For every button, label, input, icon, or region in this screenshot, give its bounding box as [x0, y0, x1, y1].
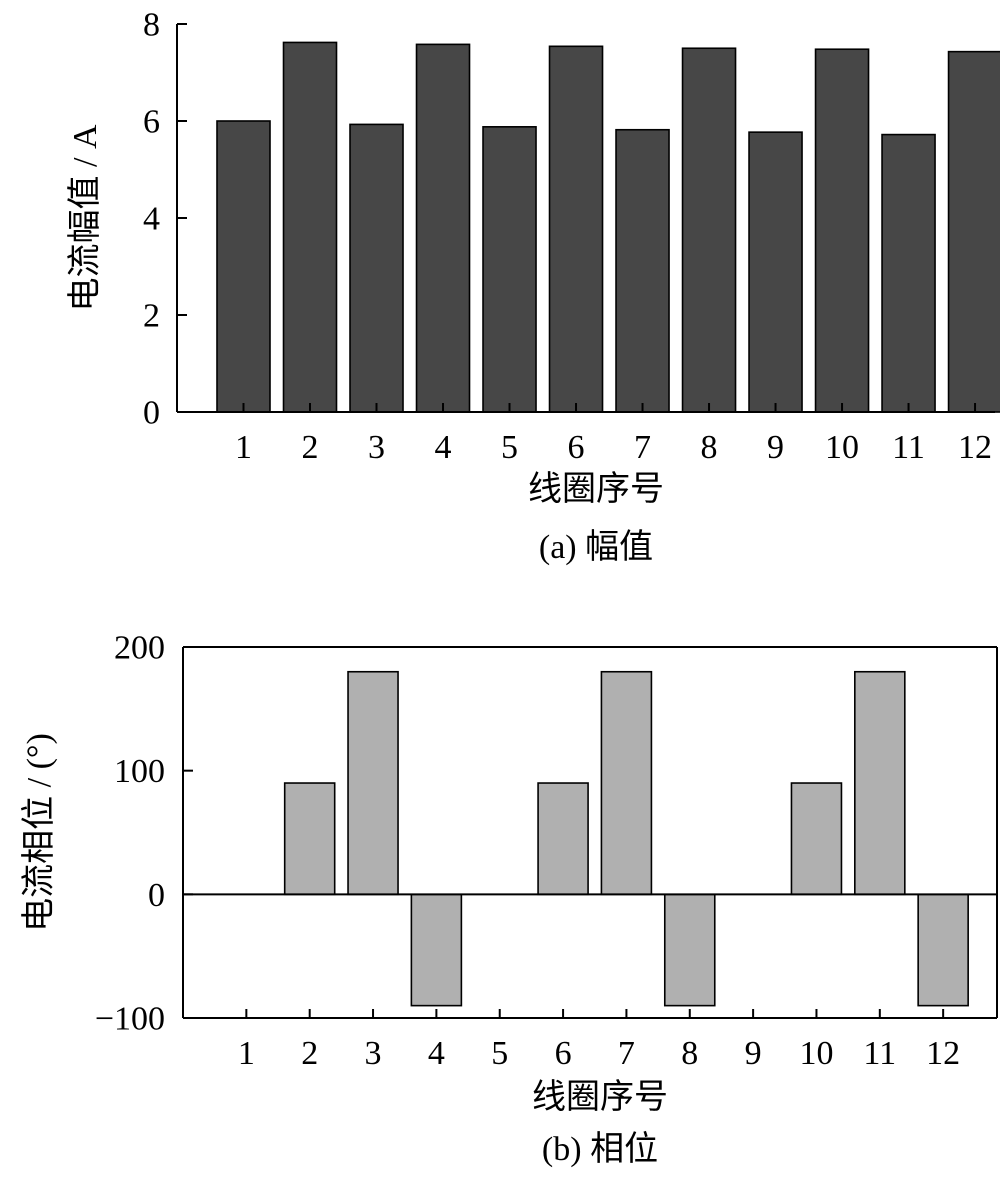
- amp-x-tick-label: 3: [368, 429, 385, 466]
- amp-bar-8: [681, 47, 737, 413]
- phase-bar-6: [537, 782, 589, 896]
- amp-x-tick-label: 2: [302, 429, 319, 466]
- phase-x-tick-label: 9: [745, 1035, 762, 1072]
- amp-bar-4: [415, 43, 471, 413]
- phase-x-tick-label: 3: [365, 1035, 382, 1072]
- amp-x-tick-label: 4: [435, 429, 452, 466]
- phase-y-tick-label: 100: [114, 753, 165, 790]
- phase-x-tick-label: 2: [301, 1035, 318, 1072]
- phase-x-tick-label: 12: [926, 1035, 960, 1072]
- amp-bar-1: [216, 120, 271, 413]
- amp-bar-9: [748, 131, 803, 413]
- amp-y-tick-label: 4: [143, 201, 160, 238]
- amp-x-tick-label: 1: [235, 429, 252, 466]
- phase-y-axis-title: 电流相位 / (°): [20, 733, 58, 932]
- amp-x-tick-label: 7: [634, 429, 651, 466]
- phase-bar-8: [663, 893, 716, 1007]
- phase-bar-2: [283, 782, 336, 896]
- amp-x-tick-label: 5: [501, 429, 518, 466]
- amp-x-tick-label: 10: [825, 429, 859, 466]
- phase-x-tick-label: 10: [799, 1035, 833, 1072]
- phase-bar-4: [410, 893, 463, 1007]
- amp-bar-3: [349, 123, 404, 413]
- phase-x-axis-title: 线圈序号: [532, 1078, 668, 1116]
- phase-x-tick-label: 5: [491, 1035, 508, 1072]
- amp-x-tick-label: 11: [892, 429, 925, 466]
- amp-bar-7: [615, 128, 670, 413]
- amp-x-axis-title: 线圈序号: [528, 470, 664, 508]
- phase-bar-11: [854, 670, 906, 896]
- amp-y-tick-label: 2: [143, 298, 160, 335]
- phase-bar-12: [917, 893, 969, 1007]
- amp-x-tick-label: 8: [701, 429, 718, 466]
- phase-bar-10: [790, 782, 843, 896]
- phase-x-tick-label: 1: [238, 1035, 255, 1072]
- amp-caption: (a) 幅值: [539, 528, 653, 566]
- phase-x-tick-label: 11: [863, 1035, 896, 1072]
- amp-y-axis-title: 电流幅值 / A: [66, 124, 104, 311]
- phase-y-tick-label: −100: [95, 1001, 165, 1038]
- amp-bar-12: [947, 50, 1000, 413]
- phase-x-tick-label: 7: [618, 1035, 635, 1072]
- phase-x-tick-label: 8: [681, 1035, 698, 1072]
- phase-caption: (b) 相位: [542, 1130, 658, 1168]
- amp-y-tick-label: 6: [143, 104, 160, 141]
- amp-bar-10: [814, 48, 870, 413]
- phase-bar-7: [600, 670, 653, 896]
- amp-x-tick-label: 9: [767, 429, 784, 466]
- phase-x-tick-label: 4: [428, 1035, 445, 1072]
- amp-bar-6: [548, 45, 604, 413]
- phase-bar-3: [347, 670, 399, 896]
- amp-bar-2: [282, 41, 338, 413]
- amp-x-tick-label: 12: [958, 429, 992, 466]
- amp-bar-11: [881, 133, 936, 413]
- amp-y-tick-label: 8: [143, 7, 160, 44]
- amp-bar-5: [482, 126, 537, 413]
- phase-y-tick-label: 0: [148, 877, 165, 914]
- amp-x-tick-label: 6: [568, 429, 585, 466]
- amp-y-tick-label: 0: [143, 395, 160, 432]
- phase-y-tick-label: 200: [114, 630, 165, 667]
- phase-x-tick-label: 6: [555, 1035, 572, 1072]
